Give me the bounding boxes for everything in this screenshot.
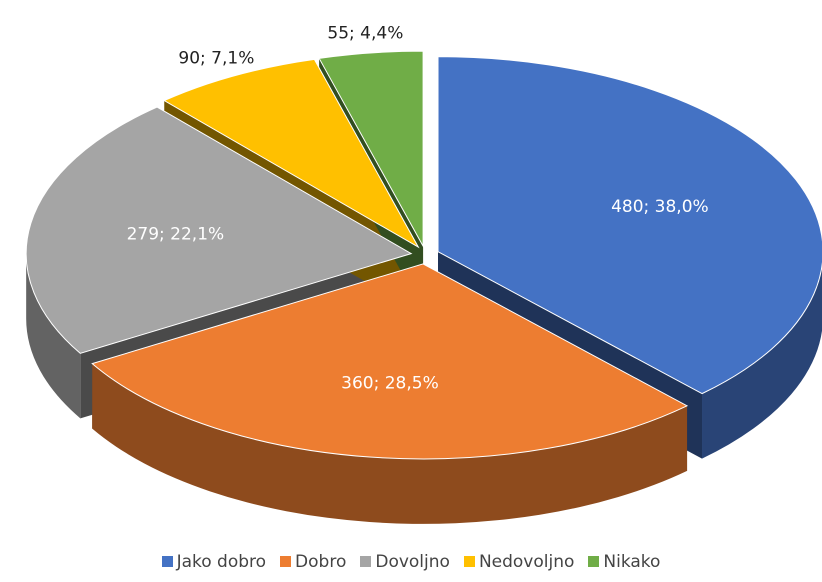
legend-item: Dobro: [280, 552, 346, 572]
legend-item: Nikako: [588, 552, 660, 572]
slice: [91, 263, 689, 460]
data-label: 279; 22,1%: [127, 225, 225, 245]
legend-label: Dovoljno: [375, 552, 450, 572]
data-label: 55; 4,4%: [327, 24, 403, 44]
slice: [25, 106, 413, 354]
data-label: 480; 38,0%: [611, 197, 709, 217]
data-label: 360; 28,5%: [341, 374, 439, 394]
slice-side: [92, 363, 688, 524]
slice: [318, 50, 424, 249]
legend-swatch: [588, 556, 600, 567]
legend-swatch: [161, 556, 173, 567]
legend-swatch: [360, 556, 372, 567]
legend-item: Jako dobro: [161, 552, 267, 572]
slice-side: [26, 253, 81, 419]
legend-label: Nedovoljno: [478, 552, 575, 572]
legend-swatch: [463, 556, 475, 567]
legend-label: Dobro: [295, 552, 347, 572]
legend-label: Jako dobro: [176, 552, 267, 572]
legend-item: Dovoljno: [360, 552, 450, 572]
legend-label: Nikako: [603, 552, 661, 572]
slice-side: [702, 265, 822, 459]
slice: [437, 56, 822, 395]
slice: [163, 58, 420, 249]
legend-item: Nedovoljno: [463, 552, 575, 572]
legend-swatch: [280, 556, 292, 567]
data-label: 90; 7,1%: [178, 49, 254, 69]
legend: Jako dobro Dobro Dovoljno Nedovoljno Nikako: [0, 552, 822, 572]
